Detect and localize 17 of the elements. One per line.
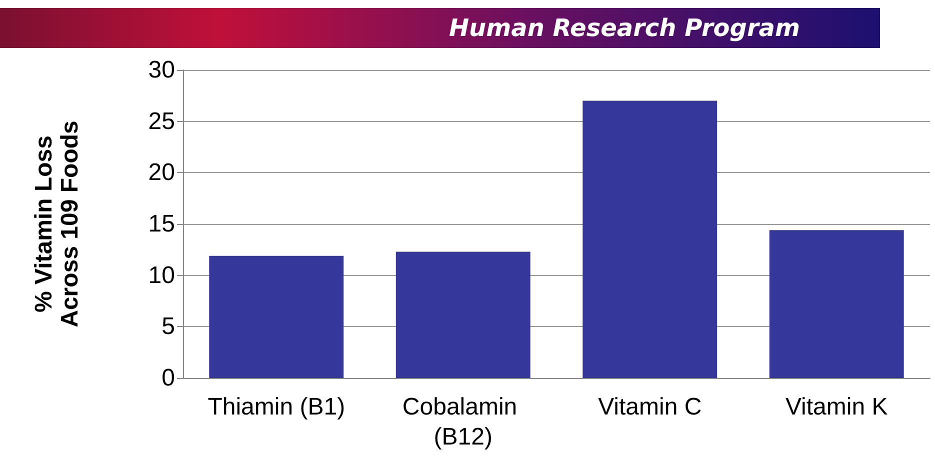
bar <box>209 256 344 378</box>
x-tick-label: Vitamin C <box>598 394 702 420</box>
y-tick-label: 25 <box>148 108 175 135</box>
y-tick-label: 5 <box>162 313 175 340</box>
y-tick-label: 20 <box>148 159 175 186</box>
x-tick-label: Cobalamin (B12) <box>402 394 524 450</box>
y-axis-title: % Vitamin Loss Across 109 Foods <box>30 120 84 328</box>
bar <box>769 230 904 378</box>
x-tick-label: Vitamin K <box>785 394 888 420</box>
bar <box>582 100 718 378</box>
y-tick-label: 15 <box>148 210 175 238</box>
bar <box>396 252 530 378</box>
y-tick-label: 30 <box>148 56 175 84</box>
text: Human Research Program <box>0 8 880 48</box>
y-tick-label: 0 <box>162 364 175 392</box>
x-tick-label: Thiamin (B1) <box>208 394 346 420</box>
y-tick-label: 10 <box>148 262 175 289</box>
